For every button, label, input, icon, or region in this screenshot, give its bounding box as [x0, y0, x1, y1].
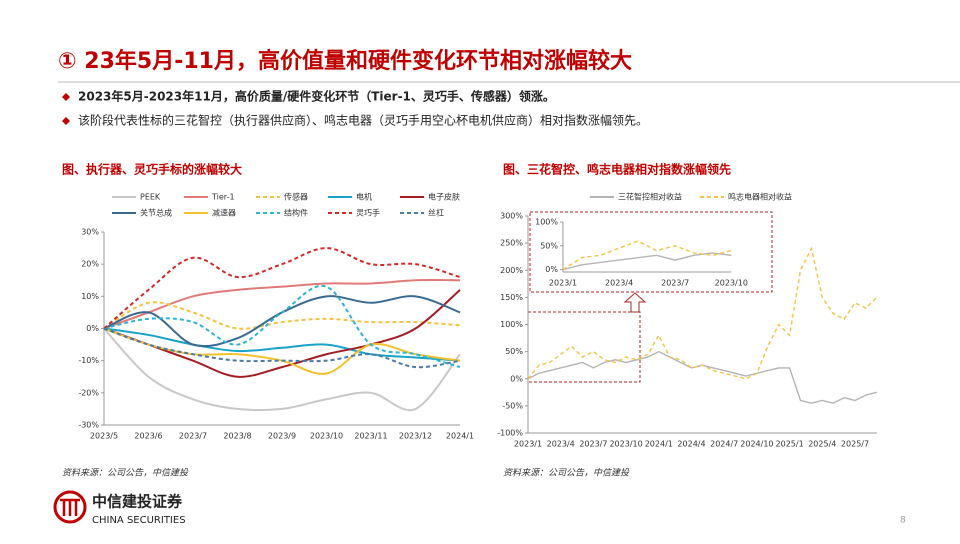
y-tick-label: 100%	[535, 218, 558, 227]
x-tick-label: 2024/1	[446, 432, 474, 441]
legend-label: 减速器	[212, 208, 236, 218]
logo-name: 中信建投证券	[92, 493, 183, 511]
x-tick-label: 2024/4	[677, 440, 705, 449]
x-tick-label: 2023/4	[547, 440, 575, 449]
legend-label: 电机	[356, 192, 372, 202]
series-line	[103, 284, 461, 369]
y-tick-label: 30%	[81, 228, 99, 237]
y-tick-label: 150%	[500, 293, 523, 302]
legend-label: 灵巧手	[356, 208, 380, 218]
legend-label: 三花智控相对收益	[618, 192, 682, 202]
x-tick-label: 2023/10	[310, 432, 343, 441]
x-tick-label: 2023/4	[605, 279, 633, 288]
x-tick-label: 2024/7	[710, 440, 738, 449]
y-tick-label: -30%	[78, 421, 99, 430]
zoom-frame	[527, 311, 641, 383]
x-tick-label: 2024/10	[740, 440, 773, 449]
x-tick-label: 2023/11	[354, 432, 387, 441]
series-line	[562, 240, 732, 271]
series-line	[103, 247, 461, 330]
x-tick-label: 2023/1	[549, 279, 577, 288]
legend-label: 传感器	[284, 192, 308, 202]
legend-label: Tier-1	[211, 193, 235, 202]
x-tick-label: 2023/7	[661, 279, 689, 288]
series-line	[103, 279, 461, 330]
series-line	[103, 327, 461, 369]
legend-label: PEEK	[140, 193, 161, 202]
logo-emblem	[60, 498, 80, 516]
x-tick-label: 2023/8	[223, 432, 251, 441]
series-line	[562, 252, 732, 271]
x-tick-label: 2023/10	[715, 279, 748, 288]
chart-title: 图、执行器、灵巧手标的涨幅较大	[62, 162, 242, 177]
series-line	[103, 289, 461, 378]
x-tick-label: 2023/7	[179, 432, 207, 441]
x-tick-label: 2023/7	[579, 440, 607, 449]
chart-title: 图、三花智控、鸣志电器相对指数涨幅领先	[503, 162, 731, 177]
bullet-icon	[62, 93, 70, 101]
y-tick-label: 300%	[500, 212, 523, 221]
series-line	[103, 301, 461, 330]
x-tick-label: 2025/1	[776, 440, 804, 449]
y-tick-label: 50%	[505, 347, 523, 356]
x-tick-label: 2023/12	[399, 432, 432, 441]
y-tick-label: 250%	[500, 239, 523, 248]
legend-label: 结构件	[284, 208, 308, 218]
x-tick-label: 2023/5	[90, 432, 118, 441]
source: 资料来源：公司公告，中信建投	[62, 468, 189, 479]
y-tick-label: 0%	[510, 374, 523, 383]
y-tick-label: -100%	[497, 429, 523, 438]
inset-frame	[529, 211, 773, 293]
y-tick-label: -10%	[78, 356, 99, 365]
legend-label: 关节总成	[140, 208, 172, 218]
zoom-arrow	[623, 292, 647, 313]
bullet: 该阶段代表性标的三花智控（执行器供应商）、鸣志电器（灵巧手用空心杯电机供应商）相…	[78, 113, 648, 128]
y-tick-label: 20%	[81, 260, 99, 269]
y-tick-label: 100%	[500, 320, 523, 329]
legend-label: 丝杠	[428, 208, 444, 218]
y-tick-label: 10%	[81, 292, 99, 301]
x-tick-label: 2025/4	[808, 440, 836, 449]
logo-english: CHINA SECURITIES	[92, 515, 186, 526]
y-tick-label: 200%	[500, 266, 523, 275]
y-tick-label: 0%	[86, 324, 99, 333]
series-line	[103, 327, 461, 412]
slide-title: ① 23年5月-11月，高价值量和硬件变化环节相对涨幅较大	[58, 48, 632, 74]
bullet: 2023年5月-2023年11月，高价质量/硬件变化环节（Tier-1、灵巧手、…	[78, 89, 555, 104]
y-tick-label: -20%	[78, 388, 99, 397]
series-line	[527, 246, 878, 380]
y-tick-label: 0%	[545, 265, 558, 274]
logo-emblem	[53, 490, 87, 524]
x-tick-label: 2025/7	[841, 440, 869, 449]
x-tick-label: 2023/6	[134, 432, 162, 441]
legend-label: 鸣志电器相对收益	[728, 192, 792, 202]
legend-label: 电子皮肤	[428, 192, 460, 202]
x-tick-label: 2023/10	[609, 440, 642, 449]
bullet-icon	[62, 117, 70, 125]
source: 资料来源：公司公告，中信建投	[503, 468, 630, 479]
page-number: 8	[900, 516, 906, 526]
x-tick-label: 2023/1	[514, 440, 542, 449]
x-tick-label: 2023/9	[268, 432, 296, 441]
series-line	[527, 350, 877, 404]
series-line	[103, 327, 461, 362]
x-tick-label: 2024/1	[645, 440, 673, 449]
y-tick-label: 50%	[540, 241, 558, 250]
y-tick-label: -50%	[502, 401, 523, 410]
